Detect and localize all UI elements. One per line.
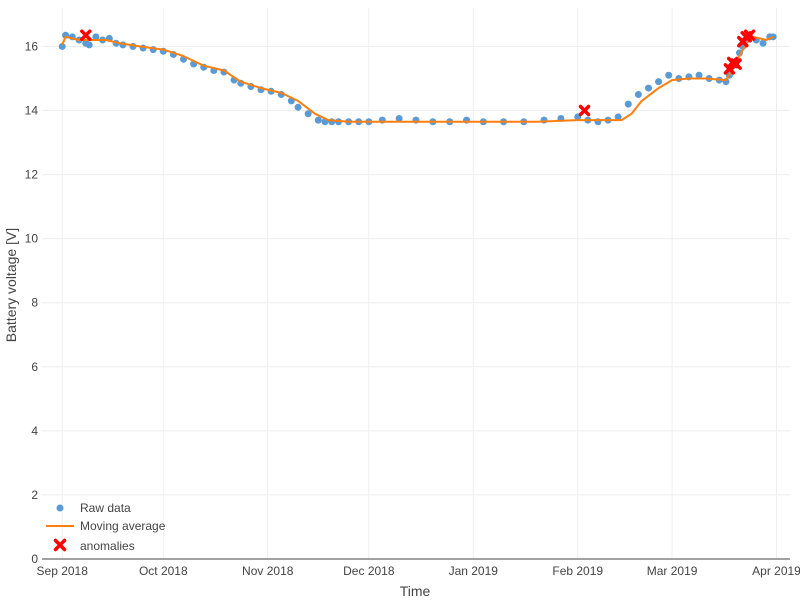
anomaly-point [80,29,92,41]
legend-raw-data-marker [56,504,64,512]
legend-item-raw-data[interactable]: Raw data [56,501,132,515]
moving-average-series [61,35,774,123]
x-tick-label: Jan 2019 [449,564,499,578]
raw-data-point [92,33,100,41]
raw-data-point [85,41,93,49]
y-tick-label: 6 [31,360,38,374]
y-tick-label: 8 [31,296,38,310]
raw-data-point [304,110,312,118]
legend-moving-average-label: Moving average [80,519,166,533]
raw-data-point [624,100,632,108]
y-tick-label: 0 [31,552,38,566]
raw-data-series [58,31,777,126]
legend-item-anomalies[interactable]: anomalies [53,538,135,553]
y-tick-labels: 0 2 4 6 8 10 12 14 16 [25,39,39,566]
raw-data-point [540,116,548,124]
anomaly-point [730,58,742,70]
legend-anomalies-label: anomalies [80,539,135,553]
anomaly-point [578,104,591,117]
y-tick-label: 16 [25,39,39,53]
y-tick-label: 10 [25,232,39,246]
x-tick-labels: Sep 2018 Oct 2018 Nov 2018 Dec 2018 Jan 2019… [37,564,800,578]
y-tick-label: 2 [31,488,38,502]
y-tick-label: 14 [25,104,39,118]
legend-anomalies-marker [53,538,67,552]
anomalies-series [80,29,756,117]
x-tick-label: Oct 2018 [139,564,188,578]
raw-data-point [314,116,322,124]
x-tick-label: Apr 2019 [752,564,800,578]
y-tick-label: 12 [25,168,39,182]
grid-lines [42,8,790,559]
legend[interactable]: Raw data Moving average anomalies [46,501,166,553]
legend-item-moving-average[interactable]: Moving average [46,519,166,533]
moving-average-line [61,35,774,123]
raw-data-point [634,90,642,98]
raw-data-point [58,42,66,50]
x-tick-label: Dec 2018 [343,564,395,578]
raw-data-point [759,39,767,47]
raw-data-point [395,115,403,123]
y-tick-label: 4 [31,424,38,438]
raw-data-point [655,78,663,86]
raw-data-point [294,103,302,111]
y-axis-title: Battery voltage [V] [3,228,19,342]
x-tick-label: Feb 2019 [552,564,603,578]
x-tick-label: Mar 2019 [647,564,698,578]
raw-data-point [665,71,673,79]
raw-data-point [695,71,703,79]
legend-raw-data-label: Raw data [80,501,131,515]
raw-data-point [614,113,622,121]
x-tick-label: Nov 2018 [242,564,294,578]
x-axis-title: Time [400,583,431,599]
raw-data-point [644,84,652,92]
x-tick-label: Sep 2018 [37,564,89,578]
anomaly-point [743,29,756,41]
